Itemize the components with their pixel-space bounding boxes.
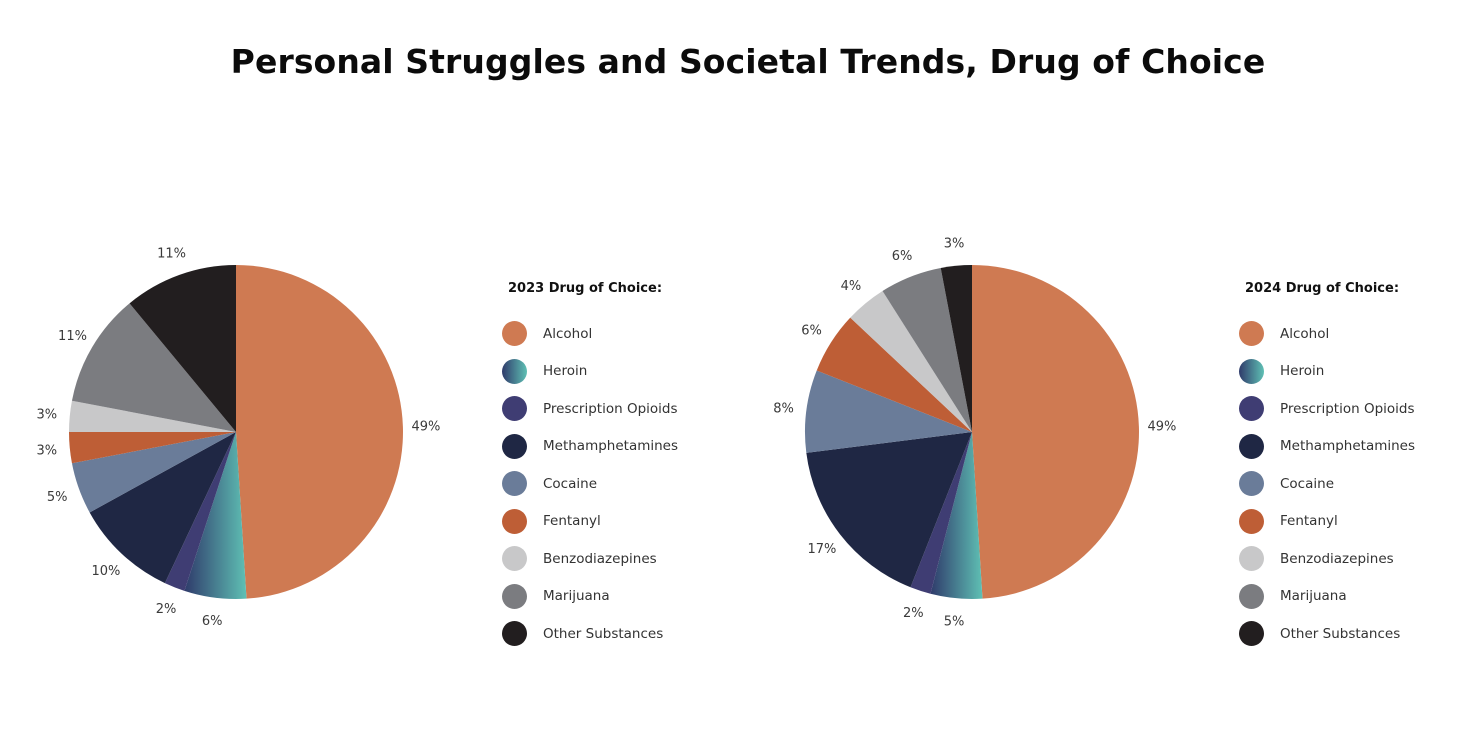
legend-label-fentanyl: Fentanyl bbox=[1280, 513, 1338, 530]
legend-item-alcohol: Alcohol bbox=[1239, 315, 1469, 353]
pie-slice-marijuana-2024 bbox=[882, 267, 972, 432]
legend-swatch-benzodiazepines bbox=[502, 546, 527, 572]
slice-label-fentanyl-2024: 6% bbox=[801, 324, 822, 339]
legend-label-other-substances: Other Substances bbox=[1280, 625, 1401, 642]
legend-label-cocaine: Cocaine bbox=[543, 475, 597, 492]
slice-label-cocaine-2023: 5% bbox=[47, 490, 68, 505]
slice-label-benzodiazepines-2023: 3% bbox=[36, 408, 57, 423]
legend-label-benzodiazepines: Benzodiazepines bbox=[543, 550, 657, 567]
legend-item-other-substances: Other Substances bbox=[502, 615, 732, 653]
pie-slice-methamphetamines-2023 bbox=[89, 432, 236, 584]
legend-swatch-fentanyl bbox=[1239, 508, 1264, 534]
legend-swatch-fentanyl bbox=[502, 508, 527, 534]
legend-items-2023: Alcohol Heroin Prescription Opioids Methamp… bbox=[502, 315, 732, 653]
pie-slice-prescription-opioids-2024 bbox=[910, 432, 972, 594]
slice-label-other-substances-2023: 11% bbox=[157, 247, 186, 262]
legend-swatch-other-substances bbox=[1239, 621, 1264, 647]
legend-label-fentanyl: Fentanyl bbox=[543, 513, 601, 530]
slice-label-methamphetamines-2023: 10% bbox=[91, 564, 120, 579]
legend-item-cocaine: Cocaine bbox=[502, 465, 732, 503]
legend-item-benzodiazepines: Benzodiazepines bbox=[1239, 540, 1469, 578]
slice-label-benzodiazepines-2024: 4% bbox=[841, 279, 862, 294]
legend-item-methamphetamines: Methamphetamines bbox=[1239, 428, 1469, 466]
pie-chart-2023: 49% 6% 2% 10% 5% 3% 3% 11% 11% bbox=[36, 247, 440, 629]
legend-swatch-heroin bbox=[502, 358, 527, 384]
legend-swatch-benzodiazepines bbox=[1239, 546, 1264, 572]
pie-slice-cocaine-2023 bbox=[71, 432, 237, 513]
legend-label-other-substances: Other Substances bbox=[543, 625, 664, 642]
legend-item-methamphetamines: Methamphetamines bbox=[502, 428, 732, 466]
slice-label-cocaine-2024: 8% bbox=[773, 402, 794, 417]
legend-label-benzodiazepines: Benzodiazepines bbox=[1280, 550, 1394, 567]
slice-label-prescription-opioids-2024: 2% bbox=[903, 606, 924, 621]
legend-title-2023: 2023 Drug of Choice: bbox=[508, 281, 663, 296]
slice-label-heroin-2024: 5% bbox=[944, 615, 965, 630]
legend-title-2024: 2024 Drug of Choice: bbox=[1245, 281, 1400, 296]
legend-swatch-prescription-opioids bbox=[502, 396, 527, 422]
legend-label-methamphetamines: Methamphetamines bbox=[1280, 438, 1416, 455]
legend-swatch-cocaine bbox=[1239, 471, 1264, 497]
pie-slice-alcohol-2024 bbox=[972, 265, 1139, 599]
legend-swatch-alcohol bbox=[1239, 321, 1264, 347]
legend-item-alcohol: Alcohol bbox=[502, 315, 732, 353]
legend-swatch-prescription-opioids bbox=[1239, 396, 1264, 422]
legend-item-heroin: Heroin bbox=[1239, 353, 1469, 391]
pie-chart-2024: 49% 5% 2% 17% 8% 6% 4% 6% 3% bbox=[773, 236, 1176, 630]
slice-label-heroin-2023: 6% bbox=[202, 614, 223, 629]
pie-slice-cocaine-2024 bbox=[805, 370, 972, 453]
pie-slice-other-substances-2023 bbox=[129, 265, 236, 432]
pie-slice-fentanyl-2024 bbox=[816, 317, 972, 432]
legend-item-benzodiazepines: Benzodiazepines bbox=[502, 540, 732, 578]
legend-item-prescription-opioids: Prescription Opioids bbox=[1239, 390, 1469, 428]
legend-label-alcohol: Alcohol bbox=[1280, 325, 1330, 342]
legend-items-2024: Alcohol Heroin Prescription Opioids Methamp… bbox=[1239, 315, 1469, 653]
legend-item-other-substances: Other Substances bbox=[1239, 615, 1469, 653]
legend-swatch-methamphetamines bbox=[502, 433, 527, 459]
legend-label-marijuana: Marijuana bbox=[543, 588, 610, 605]
legend-label-methamphetamines: Methamphetamines bbox=[543, 438, 679, 455]
legend-swatch-alcohol bbox=[502, 321, 527, 347]
legend-item-fentanyl: Fentanyl bbox=[502, 503, 732, 541]
legend-label-prescription-opioids: Prescription Opioids bbox=[1280, 400, 1415, 417]
legend-swatch-marijuana bbox=[1239, 583, 1264, 609]
pie-slice-benzodiazepines-2023 bbox=[69, 400, 236, 432]
pie-slice-benzodiazepines-2024 bbox=[850, 291, 972, 432]
pie-slice-marijuana-2023 bbox=[71, 303, 237, 432]
legend-item-prescription-opioids: Prescription Opioids bbox=[502, 390, 732, 428]
pie-slice-heroin-2023 bbox=[184, 432, 247, 600]
legend-label-alcohol: Alcohol bbox=[543, 325, 593, 342]
slice-label-marijuana-2024: 6% bbox=[892, 249, 913, 264]
legend-swatch-heroin bbox=[1239, 358, 1264, 384]
legend-label-marijuana: Marijuana bbox=[1280, 588, 1347, 605]
legend-label-cocaine: Cocaine bbox=[1280, 475, 1334, 492]
legend-item-cocaine: Cocaine bbox=[1239, 465, 1469, 503]
page-title: Personal Struggles and Societal Trends, … bbox=[230, 42, 1266, 81]
slice-label-alcohol-2023: 49% bbox=[411, 420, 440, 435]
slice-label-other-substances-2024: 3% bbox=[944, 236, 965, 251]
pie-slice-heroin-2024 bbox=[930, 432, 983, 599]
legend-swatch-cocaine bbox=[502, 471, 527, 497]
legend-swatch-methamphetamines bbox=[1239, 433, 1264, 459]
pie-slice-methamphetamines-2024 bbox=[806, 432, 972, 588]
slice-label-prescription-opioids-2023: 2% bbox=[156, 602, 177, 617]
slice-label-methamphetamines-2024: 17% bbox=[807, 542, 836, 557]
pie-slice-fentanyl-2023 bbox=[69, 432, 236, 464]
pie-slice-prescription-opioids-2023 bbox=[164, 432, 236, 591]
legend-item-marijuana: Marijuana bbox=[502, 578, 732, 616]
legend-label-heroin: Heroin bbox=[543, 363, 588, 380]
legend-2024: 2024 Drug of Choice: Alcohol Heroin Prescr… bbox=[1239, 280, 1469, 653]
pie-slice-other-substances-2024 bbox=[940, 265, 972, 432]
legend-2023: 2023 Drug of Choice: Alcohol Heroin Prescr… bbox=[502, 280, 732, 653]
legend-label-prescription-opioids: Prescription Opioids bbox=[543, 400, 678, 417]
slice-label-alcohol-2024: 49% bbox=[1147, 420, 1176, 435]
slice-label-fentanyl-2023: 3% bbox=[36, 443, 57, 458]
legend-swatch-marijuana bbox=[502, 583, 527, 609]
legend-label-heroin: Heroin bbox=[1280, 363, 1325, 380]
slice-label-marijuana-2023: 11% bbox=[58, 329, 87, 344]
legend-item-marijuana: Marijuana bbox=[1239, 578, 1469, 616]
legend-item-heroin: Heroin bbox=[502, 353, 732, 391]
pie-slice-alcohol-2023 bbox=[236, 265, 403, 599]
legend-item-fentanyl: Fentanyl bbox=[1239, 503, 1469, 541]
legend-swatch-other-substances bbox=[502, 621, 527, 647]
